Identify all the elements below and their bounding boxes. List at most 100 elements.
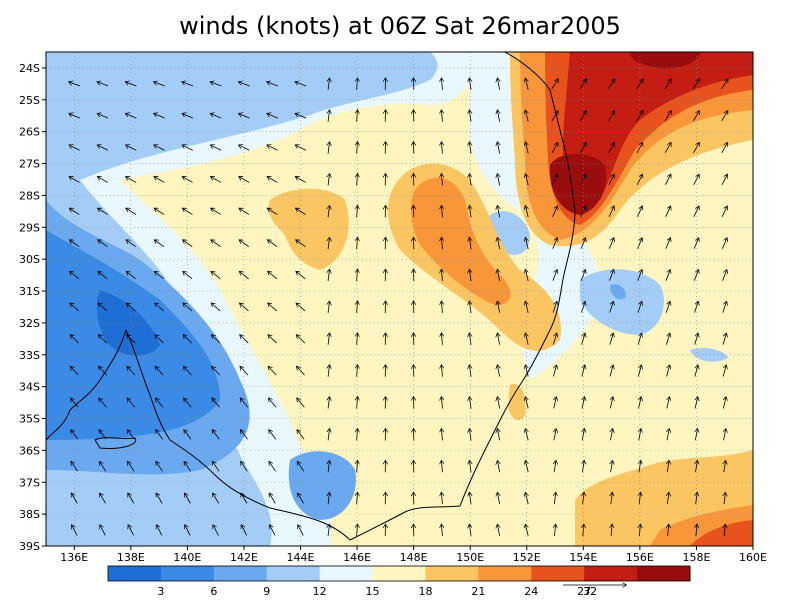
- wind-arrow: [469, 365, 471, 377]
- wind-arrow: [97, 208, 108, 215]
- colorbar-swatch: [637, 566, 691, 581]
- lon-label: 158E: [682, 551, 710, 564]
- wind-arrow: [126, 208, 137, 215]
- wind-arrow: [497, 78, 499, 90]
- wind-arrow: [182, 145, 193, 151]
- wind-arrow: [268, 366, 277, 376]
- wind-arrow: [98, 335, 108, 344]
- lon-label: 148E: [400, 551, 428, 564]
- wind-arrow: [636, 206, 642, 217]
- wind-arrow: [721, 79, 728, 90]
- wind-arrow: [240, 335, 249, 344]
- wind-arrow: [98, 240, 108, 248]
- wind-arrow: [525, 174, 528, 186]
- wind-arrow: [357, 333, 358, 345]
- wind-arrow: [469, 110, 471, 122]
- wind-arrow: [100, 493, 106, 504]
- wind-arrow: [328, 174, 329, 186]
- wind-arrow: [608, 238, 614, 249]
- wind-arrow: [69, 240, 80, 248]
- wind-arrow: [328, 205, 329, 218]
- wind-arrow: [497, 333, 499, 345]
- wind-arrow: [609, 365, 613, 377]
- wind-arrow: [497, 460, 499, 473]
- colorbar-tick-label: 15: [366, 585, 380, 598]
- wind-arrow: [69, 145, 80, 151]
- wind-arrow: [582, 429, 584, 441]
- wind-arrow: [269, 525, 276, 536]
- colorbar-tick-label: 9: [263, 585, 270, 598]
- wind-arrow: [636, 174, 642, 186]
- wind-arrow: [295, 113, 307, 119]
- wind-arrow: [240, 398, 249, 408]
- wind-arrow: [441, 205, 442, 218]
- wind-arrow: [210, 177, 222, 183]
- wind-arrow: [97, 145, 109, 151]
- wind-arrow: [128, 525, 134, 536]
- wind-arrow: [525, 429, 528, 441]
- wind-arrow: [357, 78, 358, 90]
- wind-arrow: [240, 430, 248, 440]
- wind-arrow: [724, 524, 725, 537]
- wind-arrow: [99, 366, 107, 376]
- wind-arrow: [357, 492, 358, 505]
- wind-arrow: [211, 208, 221, 215]
- wind-arrow: [469, 142, 471, 154]
- lat-label: 33S: [19, 349, 40, 362]
- wind-arrow: [665, 238, 671, 249]
- wind-arrow: [579, 79, 587, 90]
- wind-arrow: [667, 397, 670, 409]
- wind-arrow: [582, 397, 585, 409]
- lat-label: 27S: [19, 158, 40, 171]
- wind-arrow: [497, 397, 499, 409]
- wind-arrow: [497, 365, 499, 377]
- wind-arrow: [696, 524, 697, 537]
- wind-arrow: [127, 366, 136, 376]
- wind-arrow: [722, 301, 727, 313]
- wind-arrow: [552, 269, 557, 281]
- wind-arrow: [469, 333, 471, 345]
- wind-arrow: [295, 177, 306, 183]
- wind-arrow: [525, 78, 528, 90]
- wind-arrow: [156, 461, 163, 472]
- wind-arrow: [69, 208, 80, 215]
- wind-arrow: [555, 524, 556, 537]
- wind-arrow: [525, 301, 528, 313]
- wind-arrow: [639, 524, 640, 537]
- lat-label: 28S: [19, 189, 40, 202]
- wind-arrow: [667, 460, 669, 473]
- wind-arrow: [328, 110, 329, 122]
- wind-arrow: [696, 492, 697, 505]
- wind-arrow: [665, 301, 670, 313]
- wind-arrow: [664, 111, 671, 122]
- colorbar-swatch: [319, 566, 374, 581]
- wind-arrow: [69, 82, 81, 87]
- lat-label: 36S: [19, 444, 40, 457]
- wind-arrow: [153, 82, 165, 87]
- wind-arrow: [267, 113, 278, 119]
- wind-arrow: [184, 430, 192, 440]
- wind-arrow: [637, 269, 642, 281]
- wind-arrow: [583, 492, 584, 505]
- wind-arrow: [665, 269, 670, 281]
- wind-arrow: [441, 397, 442, 409]
- wind-arrow: [295, 82, 307, 87]
- wind-arrow: [183, 240, 193, 248]
- wind-arrow: [295, 208, 306, 215]
- wind-arrow: [552, 238, 558, 249]
- wind-arrow: [357, 269, 358, 282]
- wind-arrow: [72, 525, 78, 536]
- wind-arrow: [99, 461, 107, 472]
- wind-arrow: [213, 493, 220, 504]
- wind-arrow: [441, 142, 442, 154]
- wind-arrow: [156, 525, 163, 536]
- wind-arrow: [610, 397, 613, 409]
- wind-arrow: [239, 240, 250, 248]
- wind-arrow: [608, 174, 614, 186]
- wind-arrow: [155, 366, 164, 376]
- wind-arrow: [441, 269, 442, 282]
- wind-arrow: [328, 301, 329, 313]
- wind-arrow: [693, 142, 700, 154]
- wind-arrow: [441, 301, 442, 313]
- wind-arrow: [525, 110, 528, 122]
